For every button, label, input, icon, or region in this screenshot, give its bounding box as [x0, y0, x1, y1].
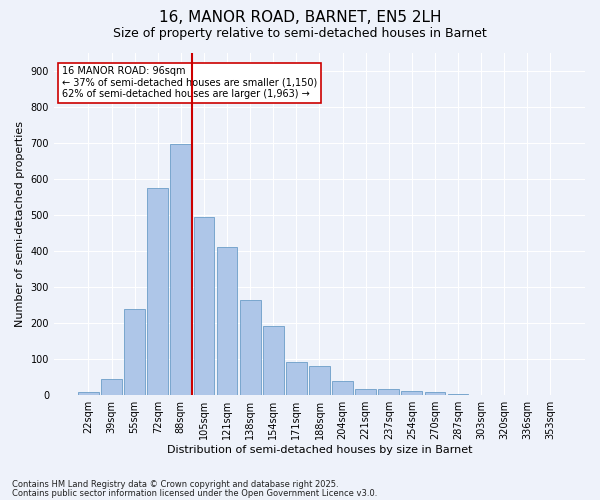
Bar	[170, 144, 191, 395]
Bar	[355, 390, 376, 395]
Bar	[101, 378, 122, 395]
Bar	[240, 300, 260, 395]
Bar	[286, 362, 307, 395]
Bar	[309, 366, 330, 395]
Bar	[124, 310, 145, 395]
Text: 16, MANOR ROAD, BARNET, EN5 2LH: 16, MANOR ROAD, BARNET, EN5 2LH	[159, 10, 441, 25]
Text: 16 MANOR ROAD: 96sqm
← 37% of semi-detached houses are smaller (1,150)
62% of se: 16 MANOR ROAD: 96sqm ← 37% of semi-detac…	[62, 66, 317, 100]
Text: Contains public sector information licensed under the Open Government Licence v3: Contains public sector information licen…	[12, 488, 377, 498]
Bar	[194, 218, 214, 395]
Bar	[263, 326, 284, 395]
Bar	[332, 381, 353, 395]
X-axis label: Distribution of semi-detached houses by size in Barnet: Distribution of semi-detached houses by …	[167, 445, 472, 455]
Bar	[379, 388, 399, 395]
Bar	[425, 392, 445, 395]
Text: Size of property relative to semi-detached houses in Barnet: Size of property relative to semi-detach…	[113, 28, 487, 40]
Y-axis label: Number of semi-detached properties: Number of semi-detached properties	[15, 121, 25, 327]
Bar	[148, 188, 168, 395]
Bar	[448, 394, 469, 395]
Text: Contains HM Land Registry data © Crown copyright and database right 2025.: Contains HM Land Registry data © Crown c…	[12, 480, 338, 489]
Bar	[78, 392, 99, 395]
Bar	[401, 391, 422, 395]
Bar	[217, 247, 238, 395]
